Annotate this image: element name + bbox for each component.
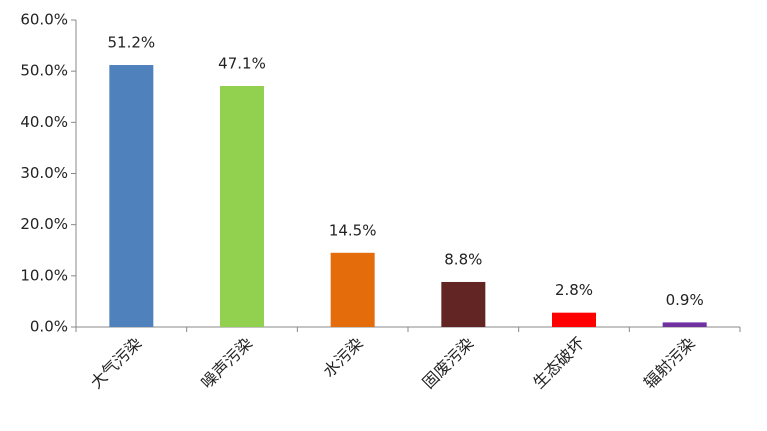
bar [109,65,154,327]
data-label: 8.8% [444,250,482,268]
data-label: 51.2% [108,34,156,52]
x-tick-label: 水污染 [319,334,366,381]
bar [662,322,707,327]
x-tick-label: 固废污染 [419,334,478,393]
data-label: 47.1% [218,55,266,73]
y-tick-label: 20.0% [20,215,68,233]
data-label: 0.9% [666,291,704,309]
y-tick-label: 40.0% [20,113,68,131]
bar [552,312,596,327]
y-tick-label: 10.0% [20,266,68,284]
x-tick-label: 生态破坏 [529,334,588,393]
y-tick-label: 0.0% [30,318,68,336]
data-label: 14.5% [329,221,377,239]
bar [220,86,264,327]
x-tick-label: 大气污染 [87,334,146,393]
data-label: 2.8% [555,281,593,299]
bar [441,281,486,327]
y-tick-label: 60.0% [20,11,68,29]
y-tick-label: 50.0% [20,62,68,80]
bar [330,252,375,327]
y-tick-label: 30.0% [20,164,68,182]
x-tick-label: 噪声污染 [197,334,256,393]
x-tick-label: 辐射污染 [640,334,699,393]
